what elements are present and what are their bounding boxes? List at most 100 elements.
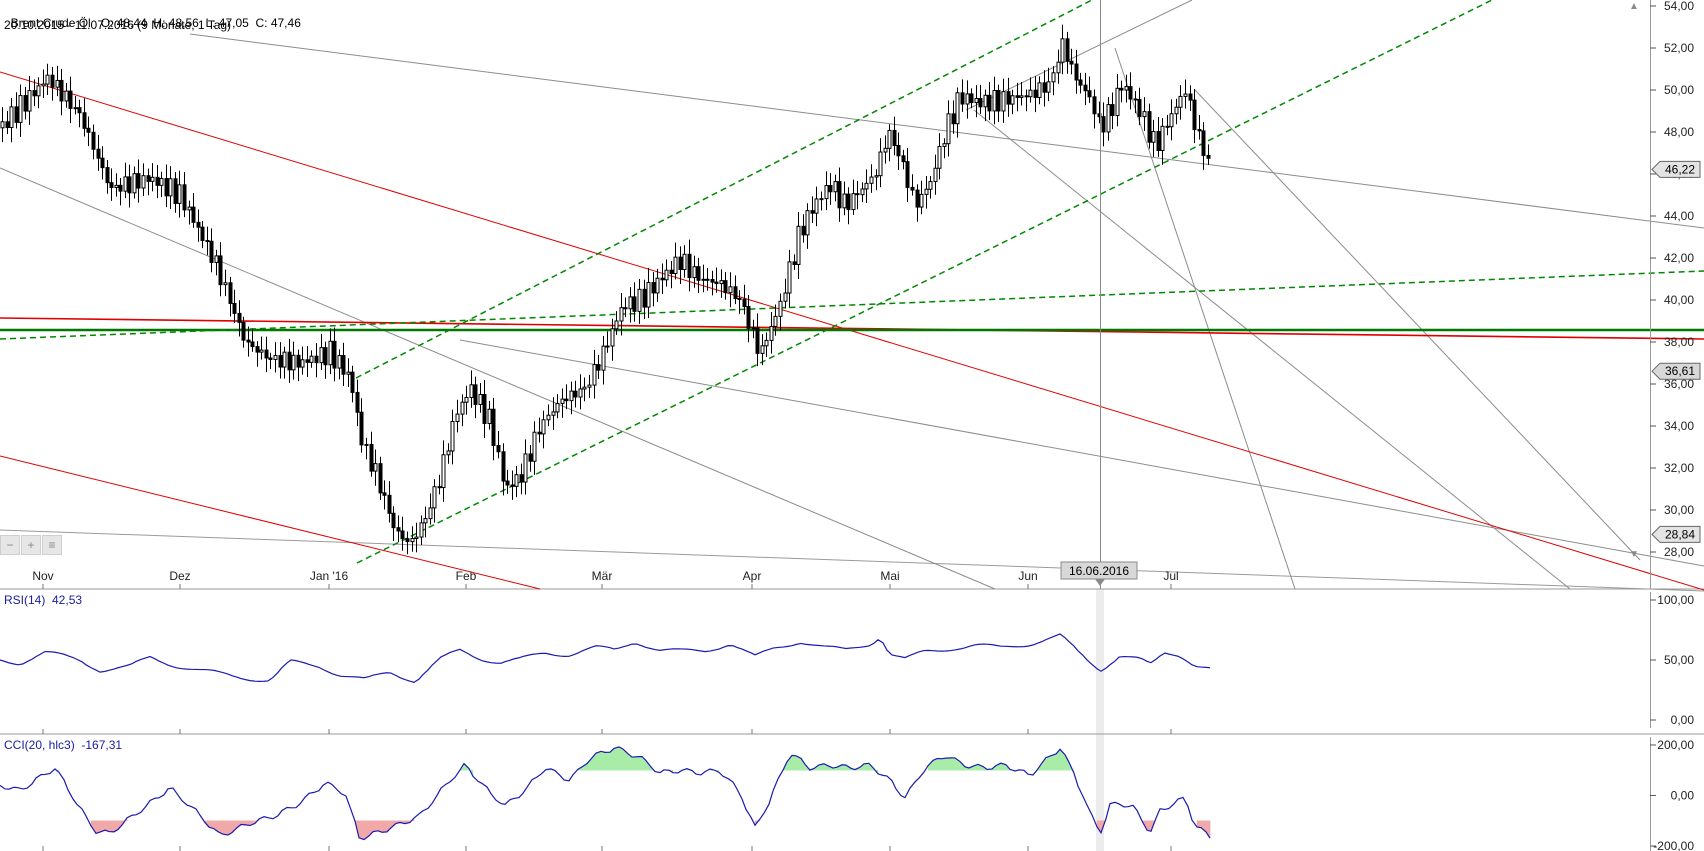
candle-body <box>682 253 687 271</box>
candle-body <box>1124 86 1129 91</box>
candle-body <box>205 239 210 242</box>
scroll-up-icon[interactable]: ▲ <box>1629 1 1639 12</box>
candle-body <box>592 364 597 386</box>
zoom-out-icon[interactable]: − <box>0 535 20 555</box>
candle-body <box>73 107 78 110</box>
candle-body <box>359 411 364 446</box>
candle-body <box>892 129 897 147</box>
candle-body <box>228 282 233 304</box>
x-label-2: Jan '16 <box>310 569 349 583</box>
green-lower-channel-line <box>356 0 1493 564</box>
candle-body <box>278 355 283 368</box>
candle-body <box>491 408 496 447</box>
candle-body <box>660 277 665 281</box>
scroll-down-icon[interactable]: ▼ <box>1629 549 1639 560</box>
candle-body <box>787 261 792 294</box>
candle-body <box>396 527 401 532</box>
candle-body <box>919 193 924 208</box>
candle-body <box>510 484 515 487</box>
candle-body <box>378 463 383 494</box>
candle-body <box>387 494 392 514</box>
grey-horizontal-line <box>0 529 1704 592</box>
candle-body <box>833 181 838 193</box>
rsi-panel-tick-label-0: 100,00 <box>1657 593 1694 607</box>
candle-body <box>664 269 669 281</box>
candle-body <box>855 193 860 196</box>
menu-icon[interactable]: ≡ <box>42 535 62 555</box>
candle-body <box>478 394 483 405</box>
candle-body <box>564 398 569 402</box>
trend-lines <box>0 0 1704 592</box>
candle-body <box>842 193 847 209</box>
candle-body <box>77 107 82 114</box>
candle-body <box>414 536 419 539</box>
candle-body <box>783 292 788 302</box>
candle-body <box>1183 93 1188 97</box>
candle-body <box>560 398 565 404</box>
rsi-panel-tick-label-2: 0,00 <box>1671 713 1695 727</box>
candle-body <box>1201 130 1206 156</box>
x-label-6: Mai <box>880 569 899 583</box>
candle-body <box>282 351 287 368</box>
candle-body <box>1019 95 1024 98</box>
price-tick-label-8: 38,00 <box>1664 335 1694 349</box>
candle-body <box>1037 82 1042 98</box>
candle-body <box>32 90 37 97</box>
candle-body <box>528 453 533 462</box>
candle-body <box>678 256 683 271</box>
x-axis-labels: Nov Dez Jan '16 Feb Mär Apr Mai Jun Jul <box>32 569 1178 583</box>
candle-body <box>373 463 378 472</box>
candle-body <box>400 530 405 540</box>
candle-body <box>651 282 656 294</box>
zoom-in-icon[interactable]: + <box>21 535 41 555</box>
price-tick-label-3: 48,00 <box>1664 125 1694 139</box>
candle-body <box>746 306 751 329</box>
price-badge-1: 36,61 <box>1651 362 1701 380</box>
candle-body <box>446 450 451 456</box>
candle-body <box>464 396 469 403</box>
candle-body <box>1033 89 1038 98</box>
candle-body <box>705 278 710 281</box>
candle-body <box>328 340 333 366</box>
candle-body <box>805 210 810 236</box>
candle-body <box>573 390 578 398</box>
candle-body <box>482 394 487 424</box>
candle-body <box>1051 72 1056 83</box>
candle-body <box>978 98 983 108</box>
candle-body <box>314 355 319 364</box>
candle-body <box>136 173 141 189</box>
candle-body <box>296 354 301 368</box>
candle-body <box>760 345 765 354</box>
candle-body <box>455 413 460 422</box>
candle-body <box>537 431 542 435</box>
candle-body <box>428 507 433 520</box>
candle-body <box>1192 99 1197 131</box>
candle-body <box>332 340 337 369</box>
candle-body <box>127 176 132 194</box>
candle-body <box>196 221 201 228</box>
candle-body <box>1065 38 1070 62</box>
candle-body <box>410 537 415 543</box>
candle-body <box>1137 98 1142 118</box>
candle-body <box>546 414 551 421</box>
candle-body <box>1128 86 1133 100</box>
candle-body <box>291 354 296 371</box>
candle-body <box>778 300 783 317</box>
candle-body <box>450 420 455 452</box>
candle-body <box>619 307 624 322</box>
candle-body <box>828 185 833 193</box>
candle-body <box>1069 60 1074 65</box>
price-tick-label-9: 36,00 <box>1664 377 1694 391</box>
candle-body <box>874 175 879 178</box>
candle-body <box>578 388 583 398</box>
candle-body <box>796 225 801 265</box>
candle-body <box>655 277 660 294</box>
candle-body <box>519 474 524 483</box>
candle-body <box>587 384 592 388</box>
candle-body <box>86 127 91 133</box>
candle-body <box>541 419 546 435</box>
candle-body <box>14 106 19 123</box>
candle-body <box>177 184 182 204</box>
candle-body <box>505 480 510 486</box>
candle-body <box>951 113 956 125</box>
